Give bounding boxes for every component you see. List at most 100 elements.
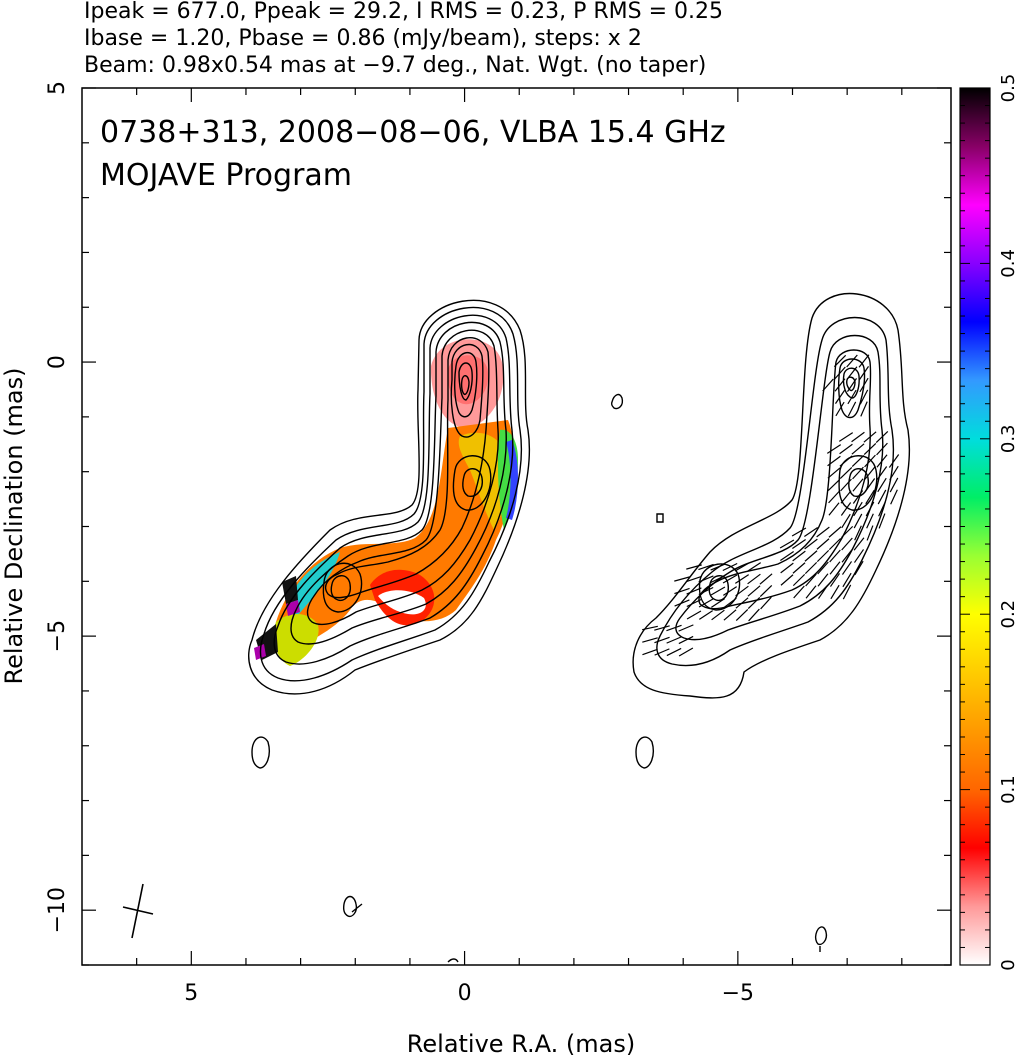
evpa-tick <box>674 599 690 607</box>
contour-right-2 <box>656 316 895 667</box>
plot-frame <box>81 87 952 966</box>
evpa-tick <box>839 455 853 467</box>
evpa-tick <box>841 537 853 551</box>
colorbar-tick-label: 0.5 <box>998 74 1019 103</box>
contour-right-knot-a-inner <box>848 468 869 497</box>
contour-left-isolated-5 <box>447 958 459 963</box>
evpa-tick <box>710 563 726 571</box>
evpa-tick <box>866 513 874 529</box>
contour-left-3 <box>273 314 514 665</box>
evpa-tick <box>723 597 737 609</box>
contour-right-3 <box>675 334 884 641</box>
evpa-tick <box>828 502 840 516</box>
evpa-tick <box>834 366 846 380</box>
plot-subtitle: MOJAVE Program <box>100 158 352 193</box>
evpa-tick <box>805 573 817 587</box>
contour-right-knot-a <box>838 455 878 511</box>
evpa-tick <box>877 477 887 493</box>
evpa-tick <box>889 477 899 493</box>
left-panel-contours <box>248 299 664 963</box>
evpa-tick <box>846 366 858 380</box>
evpa-tick <box>674 587 690 595</box>
evpa-tick <box>833 354 847 368</box>
evpa-tick <box>698 586 714 596</box>
evpa-tick <box>830 584 840 600</box>
pol-blob-magenta <box>254 600 300 660</box>
evpa-tick <box>827 479 841 491</box>
evpa-tick <box>792 573 806 587</box>
evpa-tick <box>828 490 840 504</box>
x-tick-label: 0 <box>458 981 472 1006</box>
evpa-tick <box>842 584 852 600</box>
contour-left-7 <box>450 344 484 438</box>
evpa-tick <box>746 562 762 572</box>
evpa-tick <box>804 527 818 537</box>
evpa-tick <box>876 442 888 456</box>
colorbar-tick-label: 0 <box>998 959 1019 970</box>
contour-right-isolated-2 <box>814 926 828 952</box>
evpa-tick <box>851 431 865 443</box>
evpa-tick <box>804 561 818 575</box>
contour-left-4 <box>290 321 507 645</box>
evpa-tick <box>686 598 702 608</box>
colorbar-tick-label: 0.2 <box>998 600 1019 629</box>
evpa-tick <box>698 598 714 608</box>
evpa-tick <box>851 443 865 455</box>
evpa-tick <box>780 551 794 561</box>
contour-right-knot-b-inner <box>708 575 730 602</box>
evpa-tick <box>840 490 852 504</box>
evpa-tick <box>642 648 658 656</box>
colorbar-tick-label: 0.4 <box>998 249 1019 278</box>
evpa-tick <box>852 466 864 480</box>
evpa-tick <box>828 526 842 538</box>
evpa-tick <box>841 561 853 575</box>
evpa-tick <box>864 478 876 492</box>
evpa-tick <box>760 596 772 610</box>
evpa-tick <box>678 624 694 632</box>
evpa-tick <box>686 587 702 595</box>
contour-left-isolated-2 <box>342 895 363 918</box>
evpa-tick <box>817 561 829 575</box>
evpa-tick <box>666 624 682 632</box>
evpa-tick <box>734 574 750 584</box>
evpa-tick <box>865 489 875 505</box>
evpa-tick <box>698 563 714 571</box>
evpa-tick <box>678 647 694 657</box>
evpa-tick <box>834 390 846 404</box>
evpa-tick <box>816 538 830 550</box>
evpa-tick <box>847 401 857 417</box>
contour-right-6 <box>842 367 860 399</box>
evpa-tick <box>842 572 852 588</box>
evpa-tick <box>816 549 830 563</box>
header-line-1: Ipeak = 677.0, Ppeak = 29.2, I RMS = 0.2… <box>84 0 723 24</box>
evpa-tick <box>686 575 702 583</box>
evpa-tick <box>878 513 886 529</box>
evpa-tick <box>863 431 877 443</box>
plot-area: 0738+313, 2008−08−06, VLBA 15.4 GHz MOJA… <box>45 81 952 1006</box>
contour-left-5 <box>306 329 499 626</box>
y-tick-label: −10 <box>45 887 70 933</box>
evpa-tick <box>817 573 829 587</box>
evpa-tick <box>735 609 749 621</box>
evpa-tick <box>846 378 858 392</box>
contour-left-2 <box>259 306 523 682</box>
evpa-tick <box>827 467 841 479</box>
evpa-tick <box>890 489 898 505</box>
evpa-tick <box>686 610 702 620</box>
evpa-tick <box>654 636 670 644</box>
pol-blob-mid <box>275 420 515 651</box>
evpa-tick <box>792 550 806 562</box>
evpa-tick <box>878 501 886 517</box>
contour-left-isolated-1 <box>251 736 270 769</box>
evpa-tick <box>747 573 761 585</box>
evpa-tick <box>734 562 750 572</box>
evpa-tick <box>779 539 795 549</box>
evpa-tick <box>852 478 864 492</box>
contour-left-knot-a <box>452 455 492 511</box>
x-axis-label: Relative R.A. (mas) <box>407 1030 635 1058</box>
evpa-tick <box>888 454 900 468</box>
evpa-tick <box>839 443 853 455</box>
evpa-tick <box>710 574 726 584</box>
evpa-tick <box>805 585 817 599</box>
evpa-tick <box>841 513 851 529</box>
